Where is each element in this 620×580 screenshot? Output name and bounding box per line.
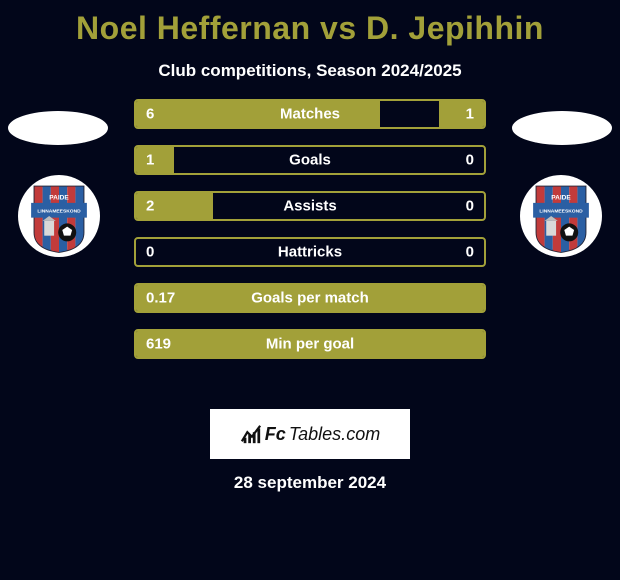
stat-label: Goals per match bbox=[136, 290, 484, 307]
crest-text-bottom: LINNAMEESKOND bbox=[37, 209, 81, 215]
stat-value-right: 0 bbox=[466, 152, 474, 169]
stat-label: Matches bbox=[136, 106, 484, 123]
club-crest-right: PAIDE LINNAMEESKOND bbox=[520, 175, 602, 257]
stat-value-right: 0 bbox=[466, 198, 474, 215]
watermark-box: FcTables.com bbox=[210, 409, 410, 459]
player-photo-placeholder-left bbox=[8, 111, 108, 145]
svg-text:PAIDE: PAIDE bbox=[551, 195, 571, 202]
watermark-prefix: Fc bbox=[265, 424, 286, 445]
stat-row: 0Hattricks0 bbox=[134, 237, 486, 267]
chart-icon bbox=[240, 423, 262, 445]
stat-row: 0.17Goals per match bbox=[134, 283, 486, 313]
svg-text:LINNAMEESKOND: LINNAMEESKOND bbox=[539, 209, 583, 215]
stat-label: Assists bbox=[136, 198, 484, 215]
stat-label: Goals bbox=[136, 152, 484, 169]
snapshot-date: 28 september 2024 bbox=[0, 473, 620, 493]
player-photo-placeholder-right bbox=[512, 111, 612, 145]
club-crest-left: PAIDE LINNAMEESKOND bbox=[18, 175, 100, 257]
stat-row: 1Goals0 bbox=[134, 145, 486, 175]
comparison-panel: PAIDE LINNAMEESKOND bbox=[0, 99, 620, 399]
shield-icon: PAIDE LINNAMEESKOND bbox=[18, 175, 100, 257]
season-subtitle: Club competitions, Season 2024/2025 bbox=[0, 61, 620, 81]
stat-row: 619Min per goal bbox=[134, 329, 486, 359]
page-title: Noel Heffernan vs D. Jepihhin bbox=[0, 0, 620, 47]
shield-icon: PAIDE LINNAMEESKOND bbox=[520, 175, 602, 257]
stat-value-right: 1 bbox=[466, 106, 474, 123]
crest-text-top: PAIDE bbox=[49, 195, 69, 202]
stat-bars: 6Matches11Goals02Assists00Hattricks00.17… bbox=[134, 99, 486, 359]
watermark-suffix: Tables.com bbox=[289, 424, 380, 445]
stat-row: 6Matches1 bbox=[134, 99, 486, 129]
stat-value-right: 0 bbox=[466, 244, 474, 261]
stat-label: Min per goal bbox=[136, 336, 484, 353]
stat-row: 2Assists0 bbox=[134, 191, 486, 221]
stat-label: Hattricks bbox=[136, 244, 484, 261]
